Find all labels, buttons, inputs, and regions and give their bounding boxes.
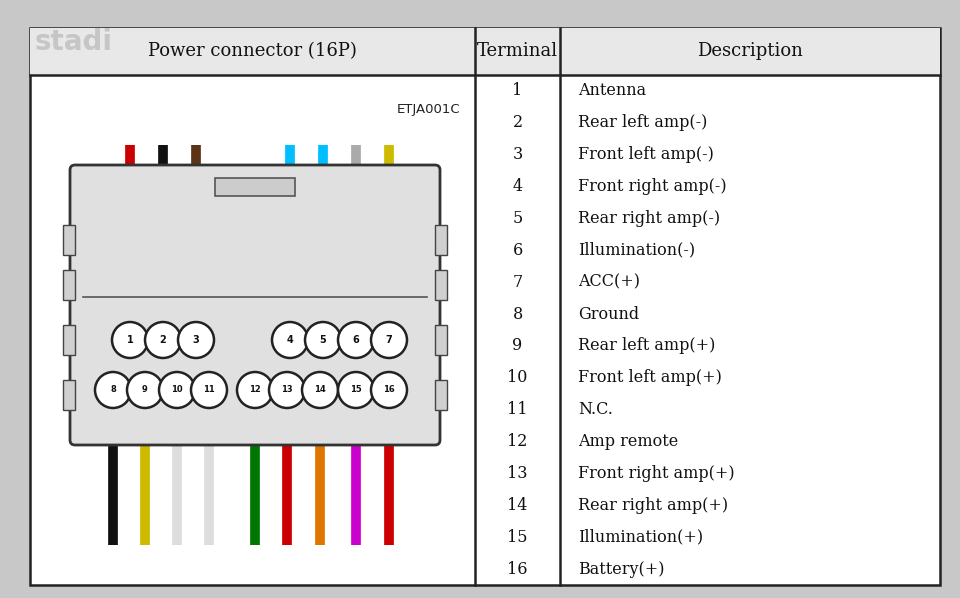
- Text: 8: 8: [110, 386, 116, 395]
- Text: Rear right amp(-): Rear right amp(-): [578, 210, 720, 227]
- Text: 4: 4: [287, 335, 294, 345]
- Text: Terminal: Terminal: [477, 42, 558, 60]
- Text: 10: 10: [507, 370, 528, 386]
- Text: 13: 13: [507, 465, 528, 482]
- Bar: [215, 178, 295, 196]
- Circle shape: [302, 372, 338, 408]
- Text: stadi: stadi: [35, 28, 113, 56]
- Text: ETJA001C: ETJA001C: [396, 103, 460, 117]
- Text: Antenna: Antenna: [578, 83, 646, 99]
- Text: 7: 7: [386, 335, 393, 345]
- Bar: [63, 380, 75, 410]
- Text: 5: 5: [320, 335, 326, 345]
- Text: Amp remote: Amp remote: [578, 433, 679, 450]
- Text: 1: 1: [513, 83, 522, 99]
- Circle shape: [371, 322, 407, 358]
- Circle shape: [178, 322, 214, 358]
- Circle shape: [338, 372, 374, 408]
- Bar: [30, 28, 940, 75]
- Bar: [435, 380, 447, 410]
- Circle shape: [145, 322, 181, 358]
- Text: Rear left amp(-): Rear left amp(-): [578, 114, 708, 132]
- Circle shape: [112, 322, 148, 358]
- Text: Ground: Ground: [578, 306, 639, 322]
- Text: Front right amp(+): Front right amp(+): [578, 465, 734, 482]
- Circle shape: [305, 322, 341, 358]
- Text: Illumination(-): Illumination(-): [578, 242, 695, 259]
- Text: 11: 11: [204, 386, 215, 395]
- Text: Rear right amp(+): Rear right amp(+): [578, 497, 728, 514]
- Text: 16: 16: [507, 560, 528, 578]
- Circle shape: [191, 372, 227, 408]
- Text: 4: 4: [513, 178, 522, 195]
- Circle shape: [127, 372, 163, 408]
- Text: 7: 7: [513, 274, 522, 291]
- Text: Power connector (16P): Power connector (16P): [148, 42, 357, 60]
- Bar: [63, 225, 75, 255]
- Bar: [435, 270, 447, 300]
- FancyBboxPatch shape: [70, 165, 440, 445]
- Circle shape: [95, 372, 131, 408]
- Bar: [435, 325, 447, 355]
- Text: N.C.: N.C.: [578, 401, 612, 418]
- Circle shape: [159, 372, 195, 408]
- Text: 2: 2: [159, 335, 166, 345]
- Circle shape: [237, 372, 273, 408]
- Text: 14: 14: [507, 497, 528, 514]
- Bar: [63, 270, 75, 300]
- Text: Front right amp(-): Front right amp(-): [578, 178, 727, 195]
- Bar: [63, 325, 75, 355]
- Text: 13: 13: [281, 386, 293, 395]
- Text: 3: 3: [513, 146, 522, 163]
- Circle shape: [272, 322, 308, 358]
- Text: 6: 6: [352, 335, 359, 345]
- Text: Front left amp(-): Front left amp(-): [578, 146, 714, 163]
- Circle shape: [269, 372, 305, 408]
- Text: 1: 1: [127, 335, 133, 345]
- Circle shape: [371, 372, 407, 408]
- Text: Battery(+): Battery(+): [578, 560, 664, 578]
- Text: ACC(+): ACC(+): [578, 274, 640, 291]
- Text: 11: 11: [507, 401, 528, 418]
- Text: 10: 10: [171, 386, 182, 395]
- Text: 3: 3: [193, 335, 200, 345]
- Text: 15: 15: [507, 529, 528, 546]
- Text: 5: 5: [513, 210, 522, 227]
- Text: Rear left amp(+): Rear left amp(+): [578, 337, 715, 355]
- Bar: [435, 225, 447, 255]
- Text: 9: 9: [142, 386, 148, 395]
- Text: 14: 14: [314, 386, 325, 395]
- Text: 12: 12: [250, 386, 261, 395]
- Text: 9: 9: [513, 337, 522, 355]
- Text: 15: 15: [350, 386, 362, 395]
- Text: 2: 2: [513, 114, 522, 132]
- Text: 16: 16: [383, 386, 395, 395]
- Text: Illumination(+): Illumination(+): [578, 529, 703, 546]
- Text: 8: 8: [513, 306, 522, 322]
- Text: Description: Description: [697, 42, 803, 60]
- Text: 6: 6: [513, 242, 522, 259]
- Text: 12: 12: [507, 433, 528, 450]
- Circle shape: [338, 322, 374, 358]
- Text: Front left amp(+): Front left amp(+): [578, 370, 722, 386]
